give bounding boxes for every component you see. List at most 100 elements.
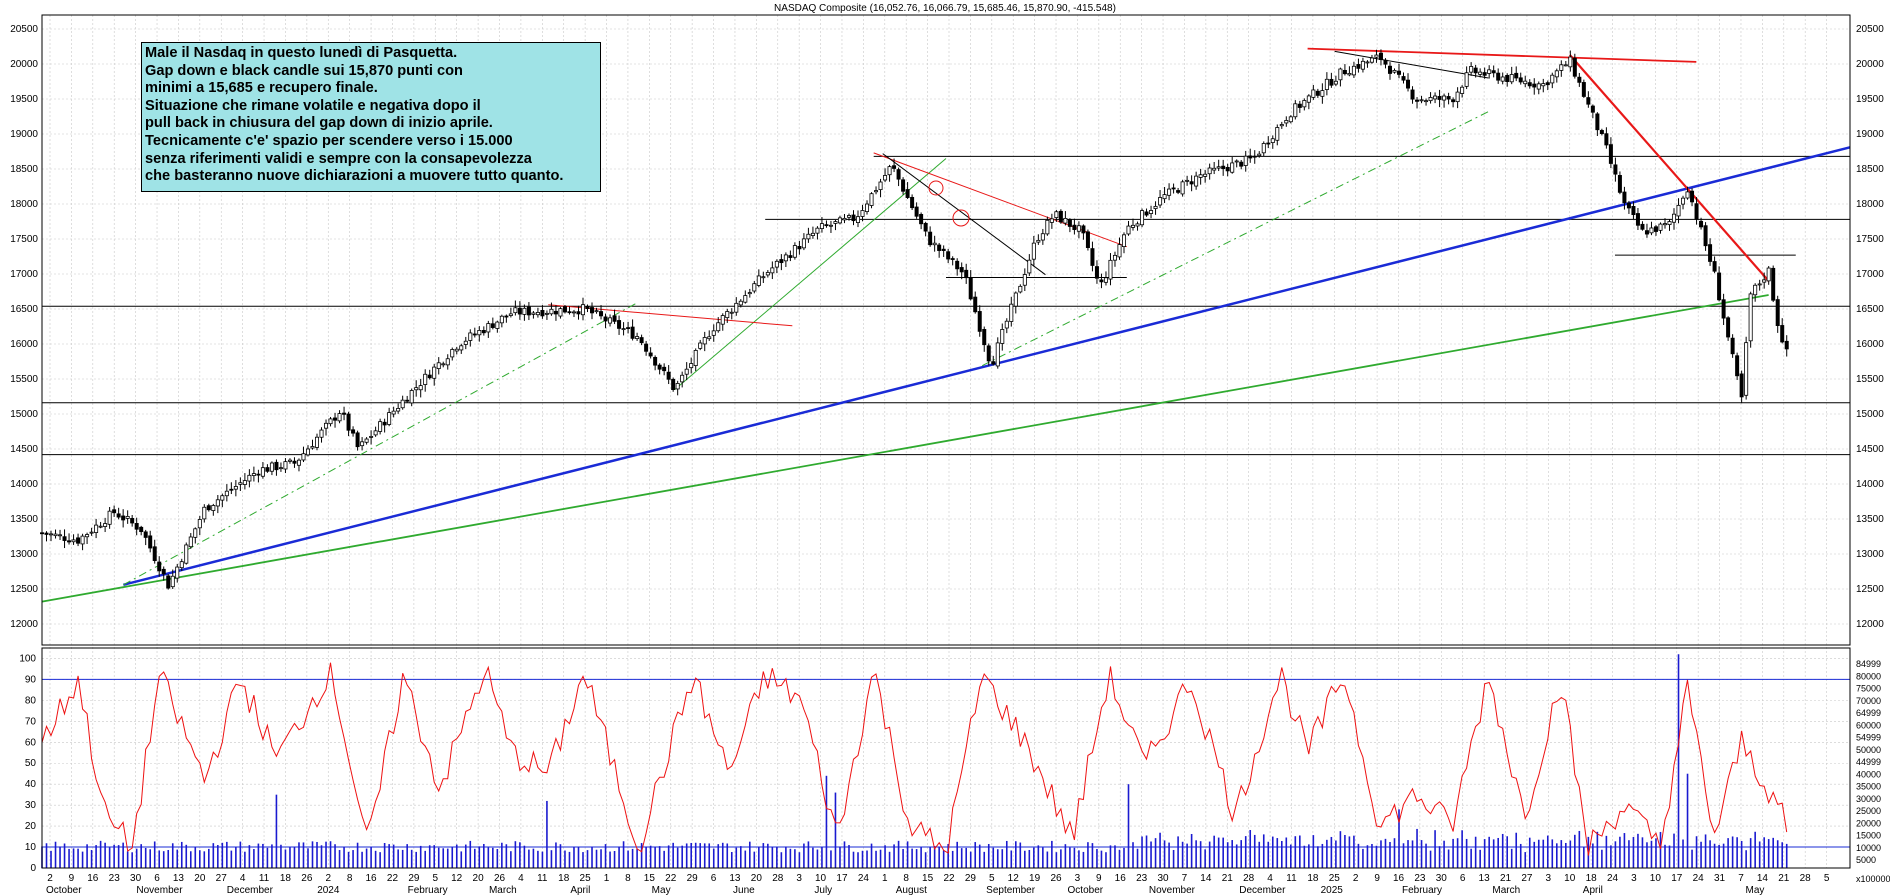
month-label: November (136, 885, 183, 895)
candle-body (666, 371, 671, 380)
candle-body (526, 306, 531, 316)
price-axis-ticks: 12000 12000 12500 12500 13000 13000 13500 13500… (10, 24, 1884, 630)
candle-body (481, 330, 486, 334)
chart-title: NASDAQ Composite (16,052.76, 16,066.79, … (774, 3, 1116, 14)
price-tick-label-left: 15000 (10, 409, 38, 420)
candle-body (76, 537, 81, 544)
x-tick-label: 2 (47, 873, 53, 884)
x-tick-label: 14 (1757, 873, 1769, 884)
x-tick-label: 15 (922, 873, 934, 884)
volume-tick-label: 60000 (1856, 720, 1881, 730)
annotation-line: Situazione che rimane volatile e negativ… (145, 97, 481, 114)
x-tick-label: 3 (796, 873, 802, 884)
candle-body (1757, 283, 1762, 286)
candle-body (62, 536, 67, 541)
candle-body (684, 368, 689, 375)
candle-body (450, 349, 455, 358)
candle-body (1735, 355, 1740, 377)
trendlines (41, 47, 1851, 603)
candle-body (1784, 340, 1789, 350)
candle-body (405, 399, 410, 402)
candle-body (337, 413, 342, 422)
candle-body (567, 311, 572, 314)
candle-body (1027, 259, 1032, 274)
candle-body (441, 363, 446, 366)
candle-body (1541, 83, 1546, 87)
candle-body (387, 412, 392, 425)
candle-body (1275, 127, 1280, 141)
oscillator-tick-label: 60 (25, 737, 37, 748)
x-tick-label: 9 (1374, 873, 1380, 884)
candle-body (67, 540, 72, 543)
candle-body (1451, 99, 1456, 103)
candle-body (125, 516, 130, 519)
candle-body (626, 327, 631, 329)
candle-body (535, 312, 540, 316)
candle-body (1559, 64, 1564, 71)
x-tick-label: 3 (1546, 873, 1552, 884)
candle-body (369, 436, 374, 438)
price-tick-label-left: 12000 (10, 619, 38, 630)
candle-body (558, 308, 563, 317)
candle-body (910, 196, 915, 209)
candle-body (1311, 89, 1316, 98)
candle-body (152, 546, 157, 561)
marker-circle-2 (952, 209, 970, 227)
x-tick-label: 13 (1479, 873, 1491, 884)
candle-body (508, 313, 513, 316)
candle-body (238, 482, 243, 485)
candle-body (991, 361, 996, 365)
candle-body (1500, 76, 1505, 82)
candle-body (1117, 244, 1122, 258)
price-tick-label-right: 18000 (1856, 199, 1884, 210)
x-tick-label: 20 (473, 873, 485, 884)
price-panel-frame (41, 14, 1851, 646)
candle-body (788, 255, 793, 258)
x-tick-label: 17 (836, 873, 848, 884)
candle-body (914, 206, 919, 217)
month-label: 2024 (317, 885, 340, 895)
candle-body (1410, 89, 1415, 100)
oscillator-tick-label: 10 (25, 842, 37, 853)
candle-body (1000, 329, 1005, 344)
candle-body (1194, 175, 1199, 187)
candle-body (1406, 79, 1411, 89)
candle-body (215, 499, 220, 507)
candle-body (1153, 205, 1158, 210)
candle-body (391, 410, 396, 415)
x-tick-label: 3 (1631, 873, 1637, 884)
volume-tick-label: 40000 (1856, 769, 1881, 779)
month-label: October (46, 885, 82, 895)
candle-body (1135, 223, 1140, 227)
candle-body (1685, 191, 1690, 199)
price-tick-label-left: 14000 (10, 479, 38, 490)
candle-body (1771, 267, 1776, 301)
candle-body (1599, 130, 1604, 134)
volume-tick-label: 54999 (1856, 733, 1881, 743)
x-tick-label: 12 (1008, 873, 1020, 884)
candle-body (1383, 59, 1388, 65)
candle-body (540, 310, 545, 317)
candle-body (414, 387, 419, 391)
candle-body (1518, 77, 1523, 83)
x-tick-label: 8 (347, 873, 353, 884)
x-tick-label: 10 (1650, 873, 1662, 884)
month-label: December (1239, 885, 1286, 895)
candle-body (1031, 242, 1036, 260)
candle-body (504, 315, 509, 318)
candle-body (1626, 202, 1631, 209)
x-tick-label: 8 (625, 873, 631, 884)
candle-body (874, 190, 879, 193)
marker-circle-1 (928, 180, 944, 196)
price-tick-label-left: 20500 (10, 24, 38, 35)
candle-body (1658, 223, 1663, 231)
candle-body (1212, 167, 1217, 171)
candle-body (792, 245, 797, 258)
candle-body (797, 245, 802, 250)
price-tick-label-right: 20500 (1856, 24, 1884, 35)
candle-body (310, 446, 315, 449)
price-tick-label-left: 19500 (10, 94, 38, 105)
x-tick-label: 18 (280, 873, 292, 884)
x-tick-label: 11 (537, 873, 548, 884)
candle-body (202, 506, 207, 520)
